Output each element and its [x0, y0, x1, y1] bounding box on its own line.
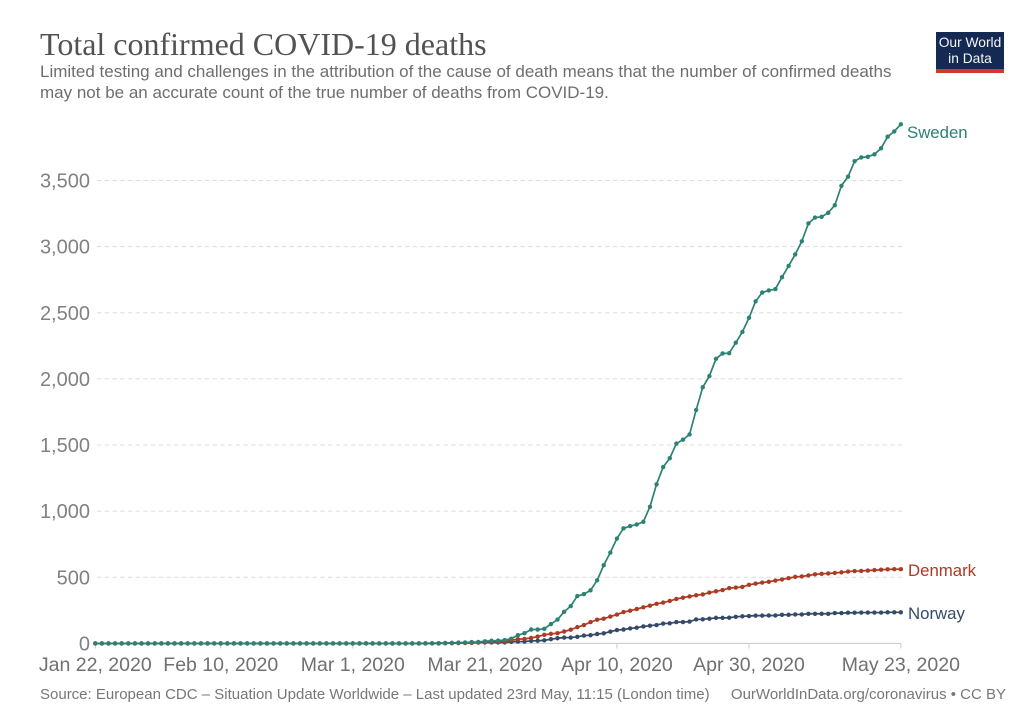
svg-text:Denmark: Denmark	[908, 561, 977, 580]
svg-text:3,000: 3,000	[40, 237, 90, 259]
svg-text:Mar 21, 2020: Mar 21, 2020	[427, 654, 542, 676]
svg-text:Norway: Norway	[908, 604, 965, 623]
svg-text:500: 500	[57, 567, 90, 589]
svg-text:Mar 1, 2020: Mar 1, 2020	[301, 654, 405, 676]
svg-text:2,500: 2,500	[40, 303, 90, 325]
svg-text:Feb 10, 2020: Feb 10, 2020	[163, 654, 278, 676]
svg-text:2,000: 2,000	[40, 369, 90, 391]
svg-text:1,000: 1,000	[40, 501, 90, 523]
svg-text:Apr 30, 2020: Apr 30, 2020	[693, 654, 805, 676]
svg-text:Jan 22, 2020: Jan 22, 2020	[39, 654, 152, 676]
svg-text:0: 0	[79, 633, 90, 655]
svg-text:May 23, 2020: May 23, 2020	[842, 654, 960, 676]
svg-text:Sweden: Sweden	[907, 123, 968, 142]
svg-text:Apr 10, 2020: Apr 10, 2020	[561, 654, 673, 676]
svg-text:1,500: 1,500	[40, 435, 90, 457]
svg-text:3,500: 3,500	[40, 170, 90, 192]
